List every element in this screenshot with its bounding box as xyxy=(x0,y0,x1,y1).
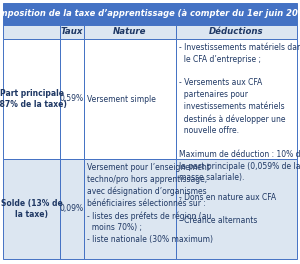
Text: Versement simple: Versement simple xyxy=(87,95,156,103)
Text: Nature: Nature xyxy=(113,27,147,36)
Bar xyxy=(84,159,176,259)
Bar xyxy=(176,25,297,39)
Bar xyxy=(3,159,60,259)
Bar xyxy=(60,39,84,159)
Bar xyxy=(60,159,84,259)
Bar xyxy=(3,3,297,25)
Text: Taux: Taux xyxy=(61,27,83,36)
Text: 0,59%: 0,59% xyxy=(60,95,84,103)
Bar xyxy=(3,25,60,39)
Text: - Investissements matériels dans
  le CFA d’entreprise ;

- Versements aux CFA
 : - Investissements matériels dans le CFA … xyxy=(179,43,300,182)
Bar xyxy=(176,39,297,159)
Text: Solde (13% de
la taxe): Solde (13% de la taxe) xyxy=(1,199,62,219)
Text: Déductions: Déductions xyxy=(209,27,264,36)
Bar xyxy=(3,39,60,159)
Bar xyxy=(60,25,84,39)
Bar xyxy=(84,39,176,159)
Text: 0,09%: 0,09% xyxy=(60,205,84,214)
Text: Part principale
(87% de la taxe): Part principale (87% de la taxe) xyxy=(0,89,67,109)
Bar xyxy=(176,159,297,259)
Text: - Dons en nature aux CFA

- Créance alternants: - Dons en nature aux CFA - Créance alter… xyxy=(179,193,276,225)
Text: Versement pour l’enseignement
techno/pro hors apprentissage,
avec désignation d’: Versement pour l’enseignement techno/pro… xyxy=(87,163,213,244)
Text: Composition de la taxe d’apprentissage (à compter du 1er juin 2022): Composition de la taxe d’apprentissage (… xyxy=(0,10,300,18)
Bar xyxy=(84,25,176,39)
